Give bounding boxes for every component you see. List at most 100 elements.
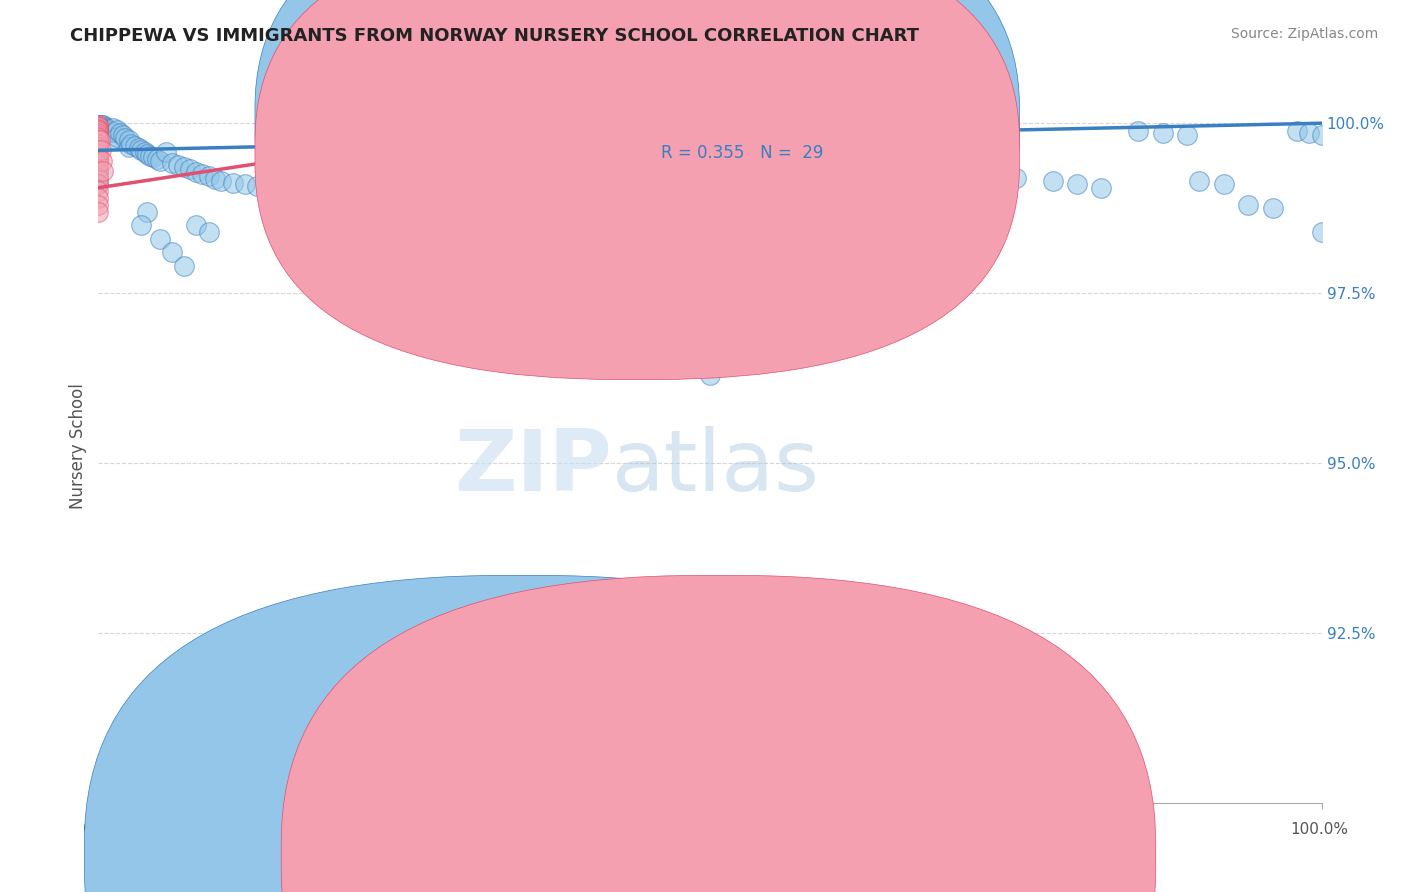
Point [136,146,159,161]
Point [87,133,110,147]
Point [87,124,110,138]
Point [515,198,537,212]
Point [1004,170,1026,185]
Point [295,187,318,202]
Point [332,191,354,205]
Point [1175,128,1198,143]
Point [101,120,124,135]
Point [1066,178,1088,192]
Point [197,169,219,184]
Point [94,120,117,135]
Point [186,165,208,179]
Point [129,218,152,232]
Point [478,124,501,138]
Point [134,145,156,160]
Point [173,259,195,273]
Text: Chippewa: Chippewa [541,849,617,863]
Point [675,266,697,280]
Point [97,123,120,137]
Point [1310,225,1333,239]
Point [91,118,114,132]
Point [91,163,114,178]
Point [87,153,110,168]
Y-axis label: Nursery School: Nursery School [69,383,87,509]
Point [87,128,110,143]
Point [1286,124,1309,138]
Point [1212,178,1234,192]
Point [381,198,404,212]
Point [204,172,226,186]
Point [527,128,550,143]
Point [576,204,599,219]
Point [87,170,110,185]
Point [100,133,122,147]
Point [91,153,114,168]
Point [129,144,152,158]
Point [87,118,110,132]
Point [821,157,844,171]
Point [283,186,305,201]
Text: 100.0%: 100.0% [1289,822,1348,837]
Point [197,225,219,239]
Point [173,161,195,175]
Point [124,138,146,153]
Point [146,152,169,166]
Point [246,179,269,194]
Point [943,123,966,137]
Point [87,157,110,171]
Point [870,204,893,219]
Text: R = 0.355   N =  29: R = 0.355 N = 29 [661,144,824,161]
Point [105,129,128,144]
Point [128,141,150,155]
Point [87,178,110,192]
Point [1042,174,1064,188]
Point [91,118,114,132]
Point [883,161,905,175]
Point [233,178,256,192]
Point [883,128,905,143]
Point [894,211,917,226]
Text: Source: ZipAtlas.com: Source: ZipAtlas.com [1230,27,1378,41]
Point [87,140,110,154]
Point [308,286,330,301]
Point [155,145,177,159]
Point [89,133,111,147]
Point [87,127,110,141]
Point [90,144,112,158]
Point [87,133,110,147]
Point [111,128,134,143]
Point [1298,127,1320,141]
Point [761,124,783,138]
Point [87,119,110,133]
Text: 0.0%: 0.0% [83,822,122,837]
Point [87,136,110,151]
Point [136,204,159,219]
Point [821,127,844,141]
Point [96,121,118,136]
Point [699,272,721,286]
Point [93,127,115,141]
Point [87,123,110,137]
Point [160,245,183,260]
Point [114,131,136,145]
Point [93,120,115,134]
Point [1237,198,1260,212]
Point [87,144,110,158]
Point [149,153,172,168]
Point [87,198,110,212]
Point [259,180,281,194]
Point [699,178,721,192]
Point [179,162,201,177]
Point [503,127,526,141]
Point [87,204,110,219]
Point [118,133,141,147]
Text: atlas: atlas [612,425,820,509]
Point [87,120,110,135]
Point [209,174,232,188]
Point [576,131,599,145]
Point [167,158,190,172]
Point [100,124,122,138]
Point [105,123,128,137]
Point [186,218,208,232]
Point [139,149,162,163]
